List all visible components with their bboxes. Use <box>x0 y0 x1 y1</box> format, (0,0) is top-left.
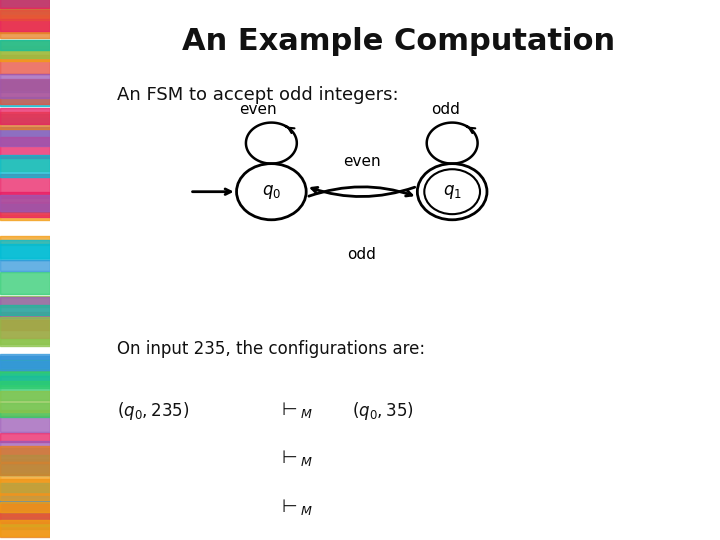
Bar <box>0 320 50 330</box>
Bar <box>0 403 50 417</box>
Bar <box>0 97 50 106</box>
Bar <box>0 195 50 211</box>
Bar <box>0 297 50 319</box>
Bar <box>0 127 50 146</box>
Text: $\vdash_M$: $\vdash_M$ <box>278 497 313 517</box>
Bar <box>0 40 50 50</box>
Text: $(q_0, 235)$: $(q_0, 235)$ <box>117 400 189 422</box>
Bar <box>0 416 50 432</box>
Bar <box>0 485 50 509</box>
Text: $q_0$: $q_0$ <box>262 183 281 201</box>
Bar <box>0 375 50 383</box>
Bar <box>0 0 50 16</box>
Bar <box>0 483 50 492</box>
Bar <box>0 391 50 411</box>
Bar <box>0 138 50 158</box>
Bar <box>0 108 50 124</box>
Bar <box>0 448 50 456</box>
Bar <box>0 42 50 58</box>
Bar <box>0 46 50 61</box>
Bar <box>0 473 50 500</box>
Bar <box>0 174 50 198</box>
Bar <box>0 381 50 400</box>
Bar <box>0 433 50 442</box>
Bar <box>0 15 50 38</box>
Bar <box>0 340 50 347</box>
Bar <box>0 305 50 315</box>
Bar <box>0 504 50 523</box>
Bar <box>0 10 50 21</box>
Bar <box>0 369 50 375</box>
Bar <box>0 272 50 294</box>
Bar <box>0 56 50 74</box>
Text: An Example Computation: An Example Computation <box>182 27 615 56</box>
Bar <box>0 82 50 91</box>
Bar <box>0 360 50 376</box>
Bar <box>0 503 50 529</box>
Bar <box>0 19 50 31</box>
Text: An FSM to accept odd integers:: An FSM to accept odd integers: <box>117 86 399 104</box>
Bar <box>0 514 50 537</box>
Bar <box>0 156 50 177</box>
Bar <box>0 80 50 92</box>
Bar <box>0 75 50 98</box>
Text: even: even <box>343 154 381 169</box>
Bar <box>0 240 50 260</box>
Bar <box>0 237 50 245</box>
Bar <box>0 463 50 475</box>
Bar <box>0 112 50 129</box>
Bar <box>0 312 50 338</box>
Bar <box>0 0 50 8</box>
Text: odd: odd <box>347 247 377 262</box>
Text: On input 235, the configurations are:: On input 235, the configurations are: <box>117 340 426 358</box>
Bar <box>0 215 50 220</box>
Bar <box>0 0 50 18</box>
Bar <box>0 372 50 388</box>
Text: even: even <box>239 102 276 117</box>
Bar <box>0 504 50 516</box>
Bar <box>0 410 50 416</box>
Bar <box>0 114 50 123</box>
Text: $(q_0, 35)$: $(q_0, 35)$ <box>352 400 413 422</box>
Text: $\vdash_M$: $\vdash_M$ <box>278 448 313 468</box>
Bar <box>0 369 50 382</box>
Bar <box>0 318 50 343</box>
Bar <box>0 204 50 212</box>
Bar <box>0 260 50 272</box>
Bar <box>0 441 50 464</box>
Bar <box>0 192 50 217</box>
Bar <box>0 195 50 215</box>
Bar <box>0 519 50 526</box>
Bar <box>0 127 50 145</box>
Text: $q_1$: $q_1$ <box>443 183 462 201</box>
Bar <box>0 118 50 124</box>
Bar <box>0 296 50 307</box>
Bar <box>0 502 50 512</box>
Bar <box>0 355 50 361</box>
Bar <box>0 455 50 475</box>
Bar <box>0 156 50 171</box>
Bar <box>0 381 50 386</box>
Text: $\vdash_M$: $\vdash_M$ <box>278 400 313 420</box>
Bar <box>0 496 50 522</box>
Bar <box>0 447 50 462</box>
Bar <box>0 521 50 536</box>
Bar <box>0 244 50 258</box>
Bar <box>0 202 50 210</box>
Bar <box>0 355 50 372</box>
Bar <box>0 458 50 474</box>
Bar <box>0 361 50 368</box>
Bar <box>0 360 50 372</box>
Bar <box>0 354 50 370</box>
Bar <box>0 8 50 33</box>
Bar <box>0 40 50 50</box>
Bar <box>0 79 50 104</box>
Bar <box>0 479 50 505</box>
Text: odd: odd <box>431 102 460 117</box>
